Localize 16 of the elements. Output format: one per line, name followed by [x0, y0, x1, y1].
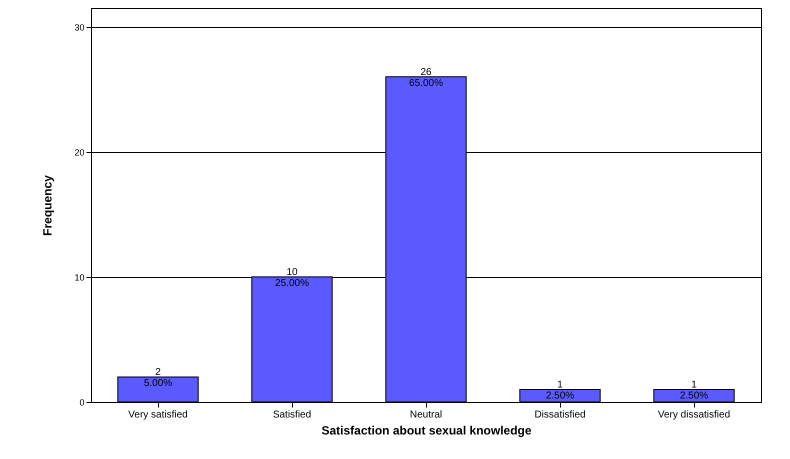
data-label: 1 2.50% — [546, 379, 574, 402]
x-tick-label: Neutral — [410, 410, 442, 420]
data-label: 1 2.50% — [680, 379, 708, 402]
data-label: 2 5.00% — [144, 366, 172, 389]
y-tick-label: 30 — [74, 22, 84, 32]
y-tick-label: 0 — [79, 398, 84, 408]
x-tick-label: Satisfied — [272, 410, 312, 420]
x-tick-label: Very satisfied — [128, 410, 188, 420]
x-tick-label: Very dissatisfied — [658, 410, 730, 420]
y-tick-label: 10 — [74, 272, 84, 282]
y-tick-label: 20 — [74, 147, 84, 158]
x-tick-label: Dissatisfied — [534, 410, 586, 420]
y-axis-title: Frequency — [40, 174, 54, 236]
data-label: 10 25.00% — [275, 266, 310, 289]
data-label: 26 65.00% — [409, 66, 444, 89]
x-axis-title: Satisfaction about sexual knowledge — [321, 424, 532, 438]
